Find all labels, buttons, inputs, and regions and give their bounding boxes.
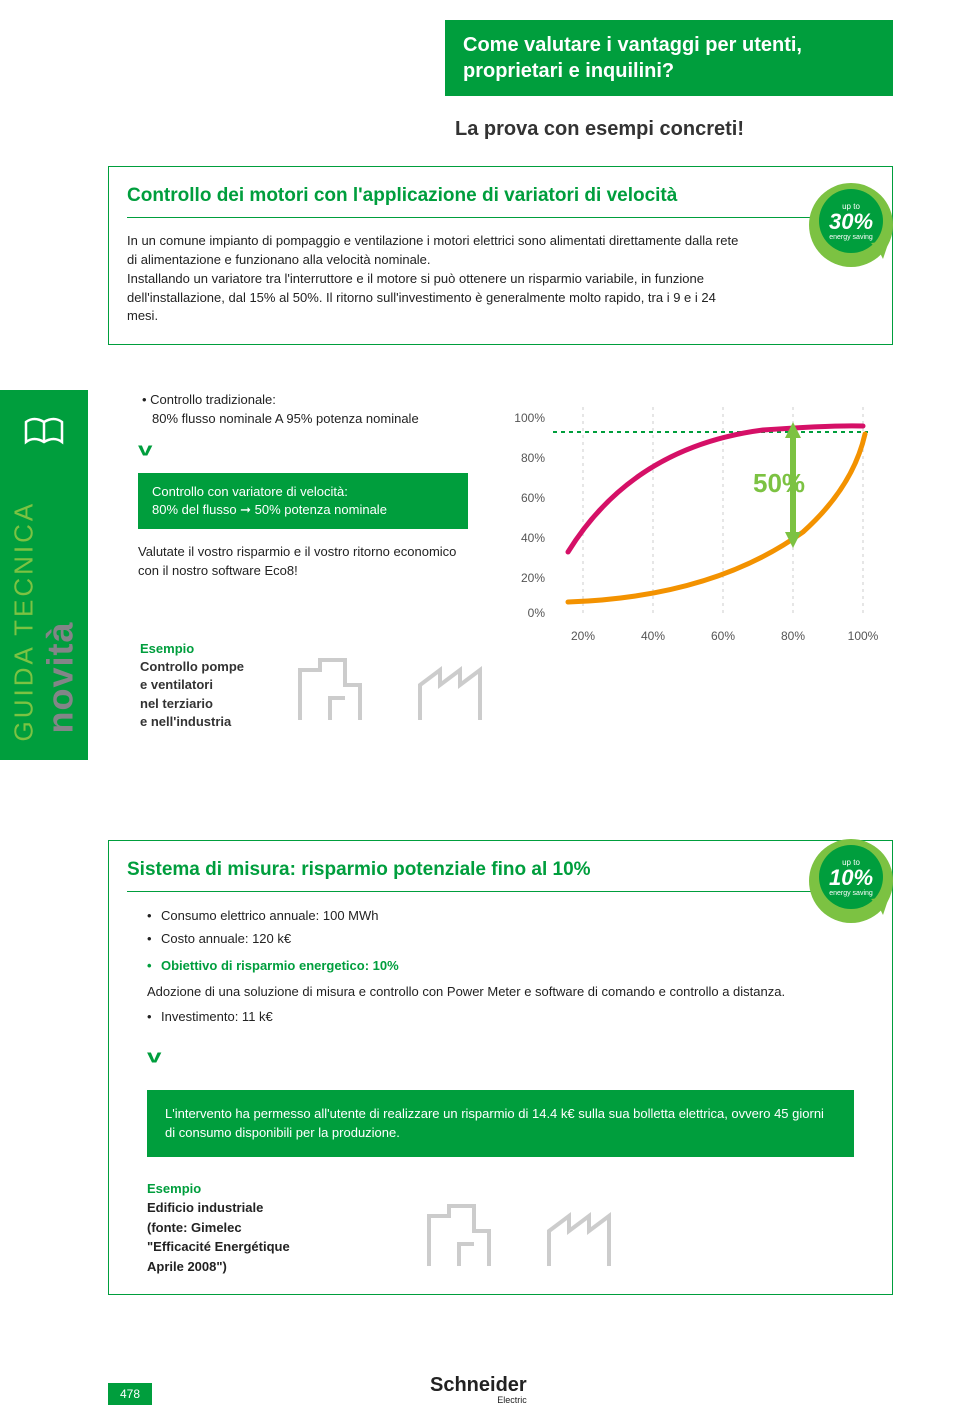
svg-text:60%: 60% [521, 491, 545, 505]
svg-text:0%: 0% [528, 606, 546, 620]
svg-text:100%: 100% [514, 411, 545, 425]
svg-text:80%: 80% [521, 451, 545, 465]
comparison-section: • Controllo tradizionale: 80% flusso nom… [108, 392, 893, 580]
box1-title: Controllo dei motori con l'applicazione … [127, 185, 874, 218]
page-number: 478 [108, 1383, 152, 1405]
vsd-line2: 80% del flusso ➞ 50% potenza nominale [152, 501, 454, 519]
svg-text:energy saving: energy saving [829, 890, 873, 897]
svg-text:40%: 40% [641, 629, 665, 643]
box2-body: Consumo elettrico annuale: 100 MWh Costo… [127, 906, 874, 1276]
side-label: GUIDA TECNICA novità [9, 442, 82, 742]
logo-sub: Electric [430, 1395, 527, 1405]
example-1-body: Controllo pompe e ventilatori nel terzia… [140, 658, 244, 731]
page-subtitle: La prova con esempi concreti! [455, 118, 744, 141]
example-1-title: Esempio [140, 640, 244, 658]
vsd-control-box: Controllo con variatore di velocità: 80%… [138, 473, 468, 529]
chevron-down-icon-2: v [147, 1042, 161, 1071]
side-guida: GUIDA TECNICA [9, 501, 39, 742]
consumption-line: Consumo elettrico annuale: 100 MWh [147, 906, 874, 927]
building-factory-icons-2 [419, 1196, 649, 1276]
svg-text:20%: 20% [521, 571, 545, 585]
svg-text:20%: 20% [571, 629, 595, 643]
page-header: Come valutare i vantaggi per utenti, pro… [445, 20, 893, 96]
box2-title: Sistema di misura: risparmio potenziale … [127, 859, 874, 892]
adoption-text: Adozione di una soluzione di misura e co… [147, 982, 874, 1003]
building-factory-icons [290, 650, 520, 730]
svg-text:100%: 100% [848, 629, 879, 643]
side-tab: GUIDA TECNICA novità [0, 390, 88, 760]
example-1: Esempio Controllo pompe e ventilatori ne… [140, 640, 244, 731]
badge-30pct-icon: up to 30% energy saving [799, 173, 904, 278]
svg-text:40%: 40% [521, 531, 545, 545]
svg-text:80%: 80% [781, 629, 805, 643]
objective-line: Obiettivo di risparmio energetico: 10% [147, 956, 874, 977]
svg-text:60%: 60% [711, 629, 735, 643]
savings-chart: 50% 100% 80% 60% 40% 20% 0% 20% 40% 60% … [493, 392, 893, 652]
svg-text:energy saving: energy saving [829, 234, 873, 241]
eco8-text: Valutate il vostro risparmio e il vostro… [138, 543, 458, 579]
side-novita: novità [40, 621, 81, 733]
svg-text:10%: 10% [829, 865, 873, 890]
investment-line: Investimento: 11 k€ [147, 1007, 874, 1028]
svg-text:50%: 50% [753, 468, 805, 498]
chevron-down-icon: v [138, 439, 152, 461]
svg-text:30%: 30% [829, 209, 873, 234]
box1-body: In un comune impianto di pompaggio e ven… [127, 232, 874, 326]
cost-line: Costo annuale: 120 k€ [147, 929, 874, 950]
schneider-logo: Schneider Electric [430, 1374, 527, 1405]
motor-control-box: Controllo dei motori con l'applicazione … [108, 166, 893, 345]
result-box: L'intervento ha permesso all'utente di r… [147, 1090, 854, 1157]
measurement-system-box: Sistema di misura: risparmio potenziale … [108, 840, 893, 1295]
vsd-line1: Controllo con variatore di velocità: [152, 483, 454, 501]
